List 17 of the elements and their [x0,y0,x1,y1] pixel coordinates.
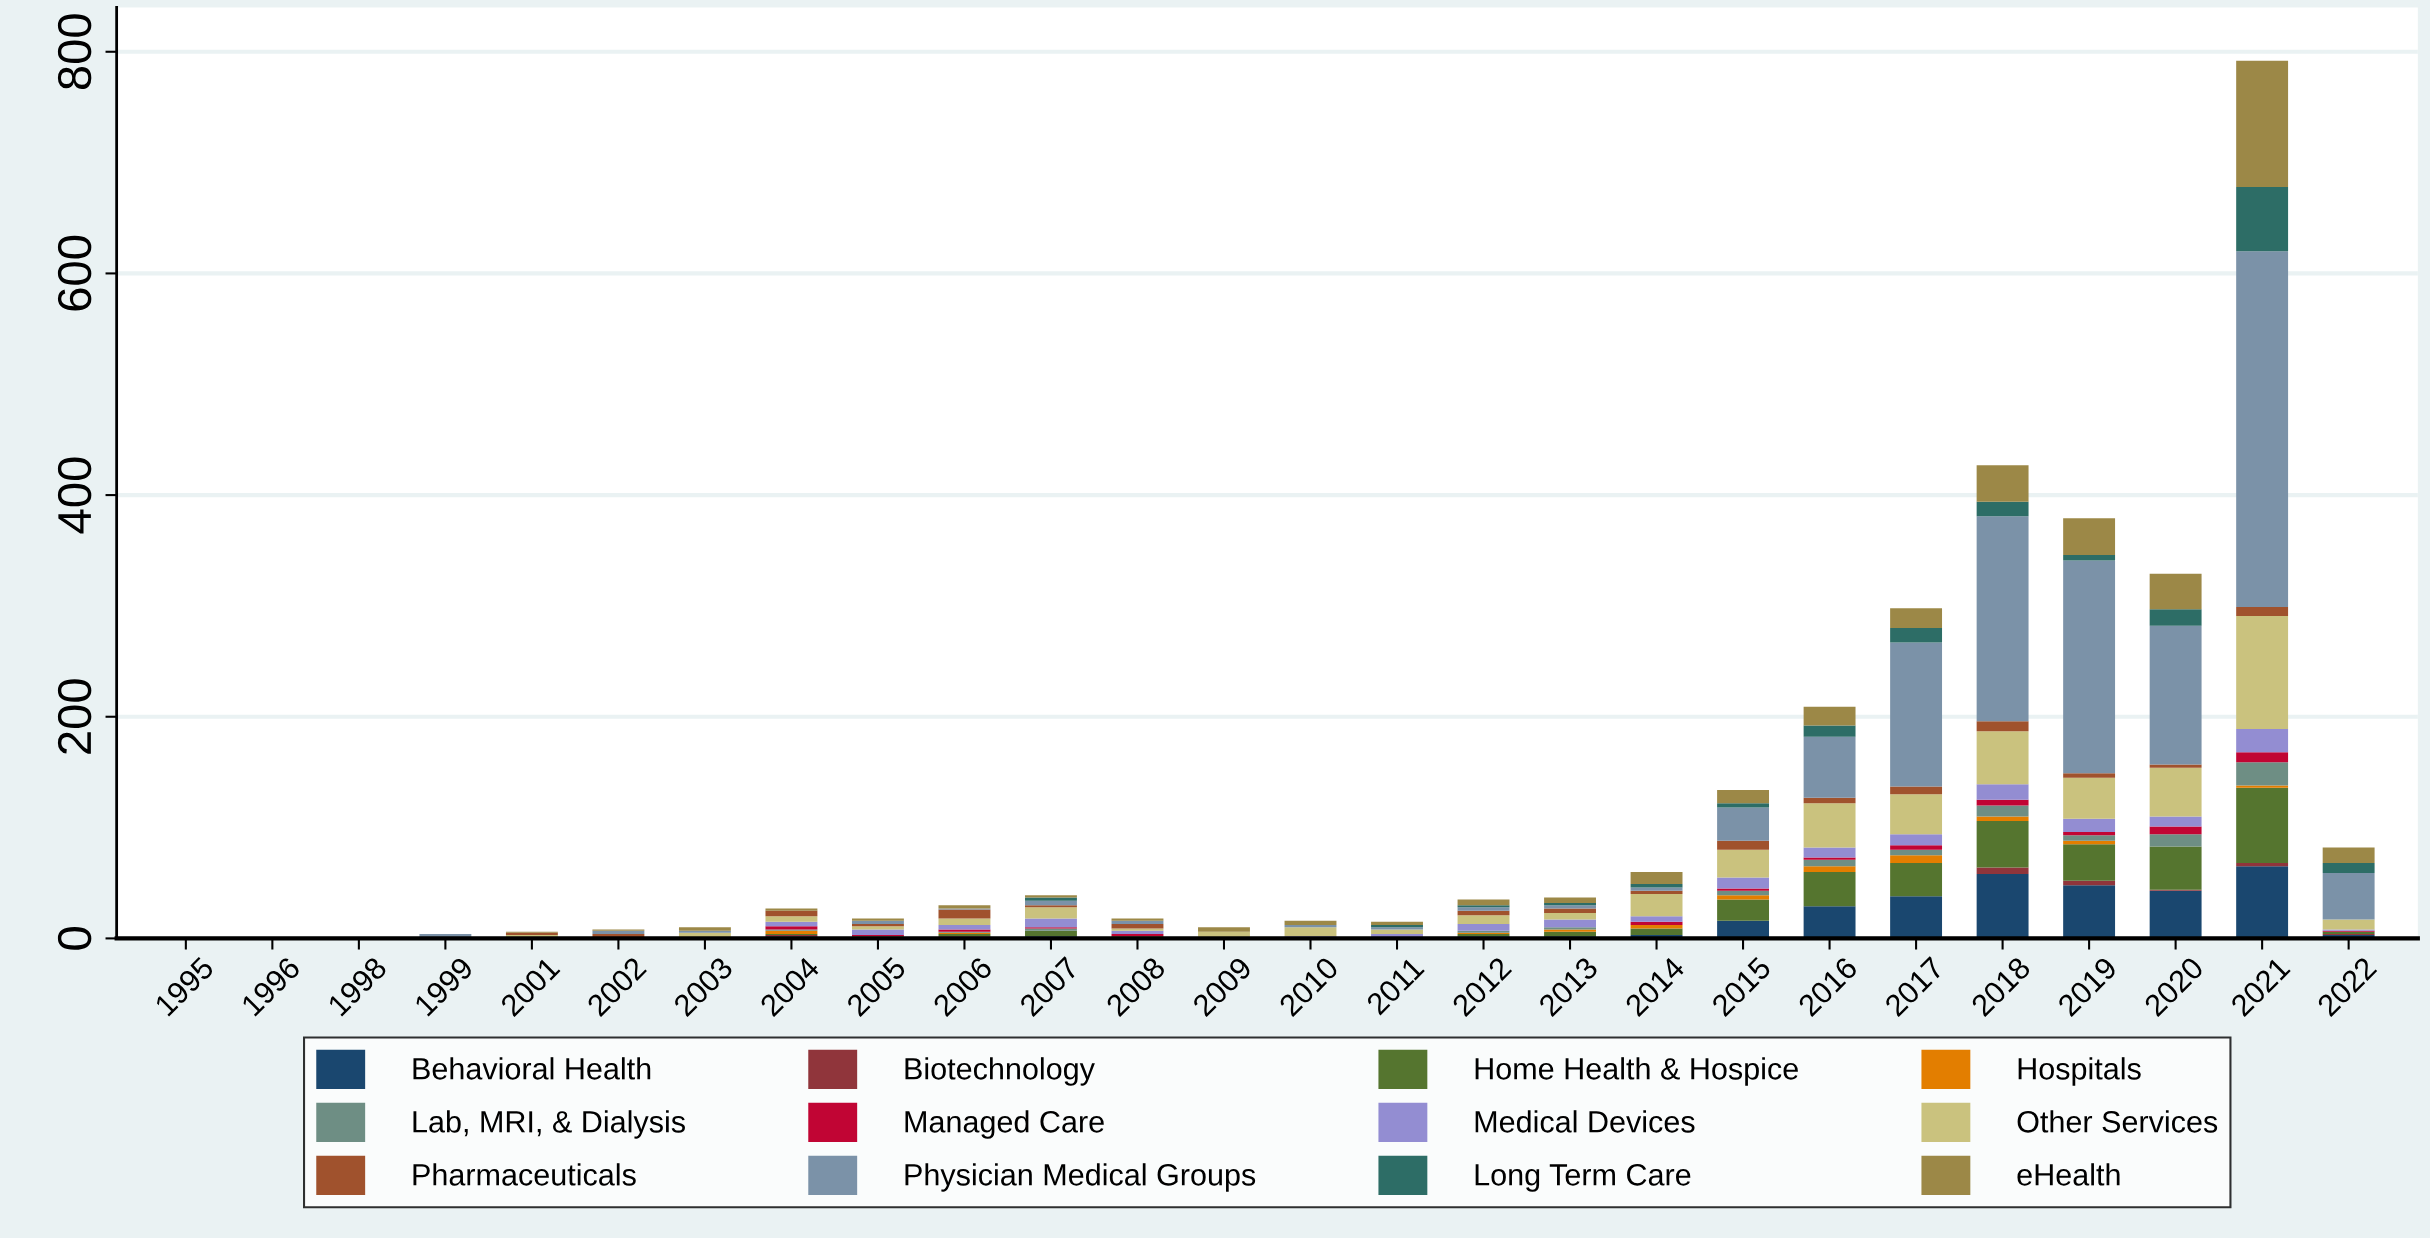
legend-label: Home Health & Hospice [1475,1057,1798,1086]
y-tick-label: 200 [57,679,92,754]
legend-label: Behavioral Health [413,1057,651,1080]
y-tick-label: 800 [57,14,92,90]
legend-label: Lab, MRI, & Dialysis [413,1110,685,1139]
legend-label: eHealth [2017,1163,2120,1186]
legend-label: Hospitals [2018,1057,2141,1086]
legend-label: Other Services [2017,1110,2218,1133]
legend-label: Managed Care [905,1110,1104,1139]
legend-label: Medical Devices [1475,1110,1695,1133]
legend-label: Pharmaceuticals [413,1163,636,1186]
legend-label: Physician Medical Groups [905,1163,1256,1192]
legend-label: Biotechnology [905,1057,1095,1086]
y-tick-label: 600 [57,235,92,311]
legend-label: Long Term Care [1475,1164,1691,1192]
y-tick-label: 400 [57,457,92,534]
y-tick-label: 0 [57,927,92,950]
